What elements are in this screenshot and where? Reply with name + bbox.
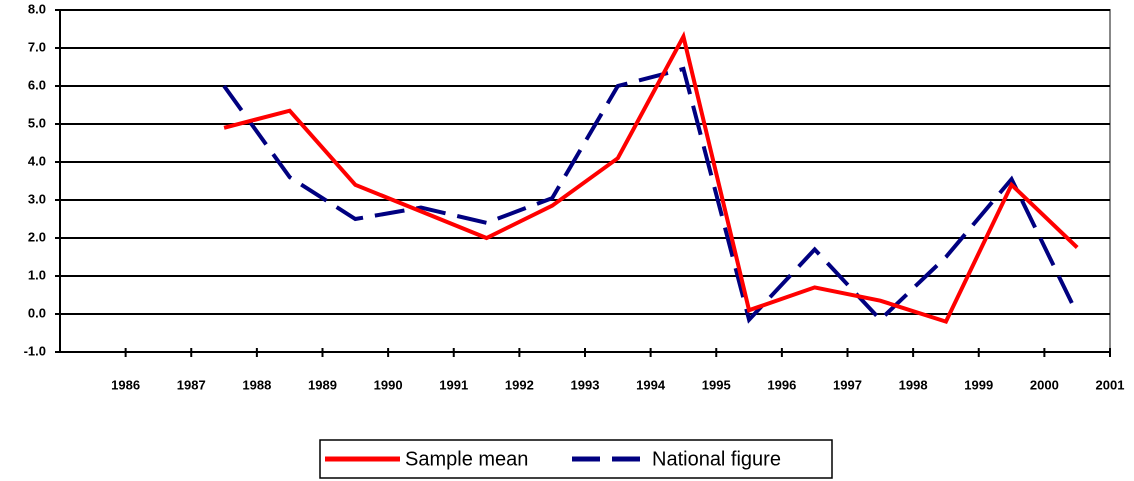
y-tick-label: 5.0 <box>28 115 46 130</box>
y-tick-label: 3.0 <box>28 191 46 206</box>
y-tick-label: 1.0 <box>28 267 46 282</box>
legend-label: National figure <box>652 448 781 470</box>
y-tick-label: 7.0 <box>28 39 46 54</box>
x-tick-label: 1993 <box>571 377 600 392</box>
y-tick-label: -1.0 <box>24 343 46 358</box>
x-tick-label: 2000 <box>1030 377 1059 392</box>
y-tick-label: 0.0 <box>28 305 46 320</box>
x-tick-label: 1986 <box>111 377 140 392</box>
x-tick-label: 1988 <box>242 377 271 392</box>
x-tick-label: 1995 <box>702 377 731 392</box>
legend-label: Sample mean <box>405 448 528 470</box>
y-tick-label: 8.0 <box>28 1 46 16</box>
series-line <box>222 66 1079 324</box>
y-tick-label: 2.0 <box>28 229 46 244</box>
x-tick-label: 1992 <box>505 377 534 392</box>
series-line <box>223 31 1079 325</box>
x-tick-label: 1997 <box>833 377 862 392</box>
x-tick-label: 1996 <box>767 377 796 392</box>
x-tick-label: 1989 <box>308 377 337 392</box>
y-tick-label: 6.0 <box>28 77 46 92</box>
x-tick-label: 1990 <box>374 377 403 392</box>
x-tick-label: 1991 <box>439 377 468 392</box>
x-tick-label: 1998 <box>899 377 928 392</box>
y-tick-label: 4.0 <box>28 153 46 168</box>
x-tick-label: 1999 <box>964 377 993 392</box>
x-tick-label: 1994 <box>636 377 666 392</box>
x-tick-label: 1987 <box>177 377 206 392</box>
x-tick-label: 2001 <box>1096 377 1125 392</box>
